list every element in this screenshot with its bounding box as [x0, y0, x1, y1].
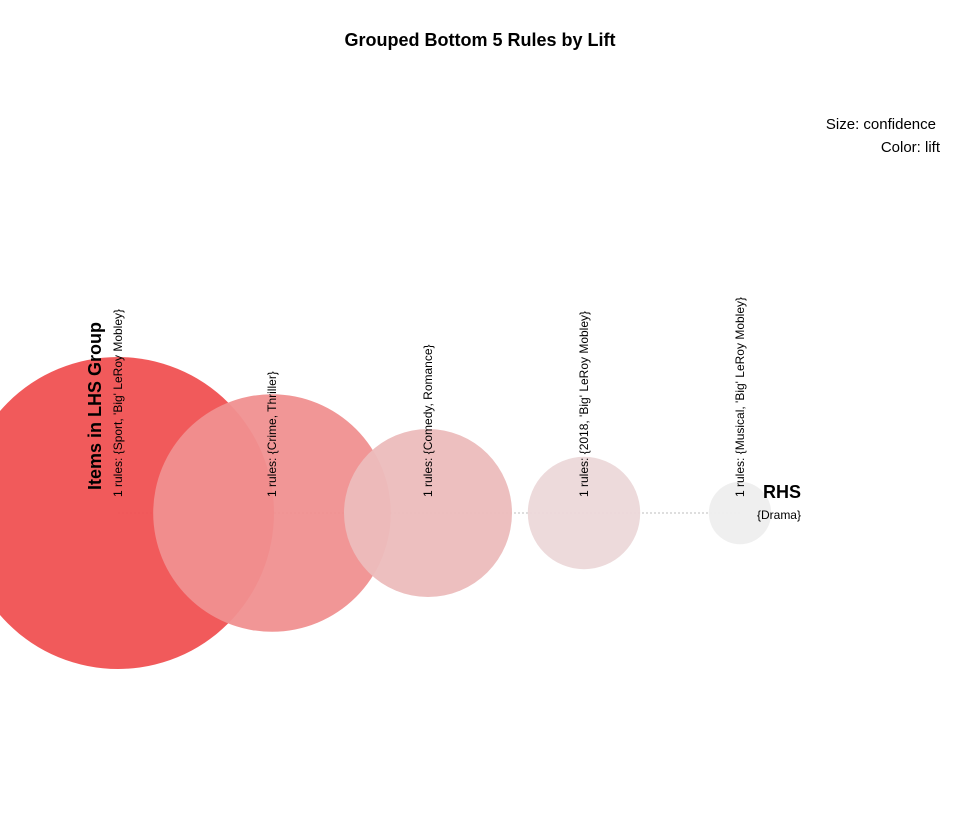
y-axis-title-rhs: RHS — [763, 482, 801, 502]
group-label: 1 rules: {Comedy, Romance} — [421, 344, 435, 497]
legend-color-label: Color: lift — [881, 139, 941, 156]
group-bubble — [344, 429, 512, 597]
chart-title: Grouped Bottom 5 Rules by Lift — [344, 30, 615, 50]
group-bubble — [527, 456, 641, 570]
group-label: 1 rules: {2018, 'Big' LeRoy Mobley} — [577, 311, 591, 497]
group-label: 1 rules: {Musical, 'Big' LeRoy Mobley} — [733, 297, 747, 497]
group-bubble — [153, 394, 391, 632]
bubble-layer — [0, 357, 772, 669]
group-label-layer: 1 rules: {Sport, 'Big' LeRoy Mobley} 1 ru… — [111, 297, 747, 497]
group-bubble — [708, 481, 772, 545]
group-label: 1 rules: {Sport, 'Big' LeRoy Mobley} — [111, 309, 125, 497]
x-axis-title: Items in LHS Group — [85, 322, 105, 490]
legend-size-label: Size: confidence — [826, 116, 936, 133]
rhs-item-label: {Drama} — [757, 508, 801, 522]
group-label: 1 rules: {Crime, Thriller} — [265, 371, 279, 497]
